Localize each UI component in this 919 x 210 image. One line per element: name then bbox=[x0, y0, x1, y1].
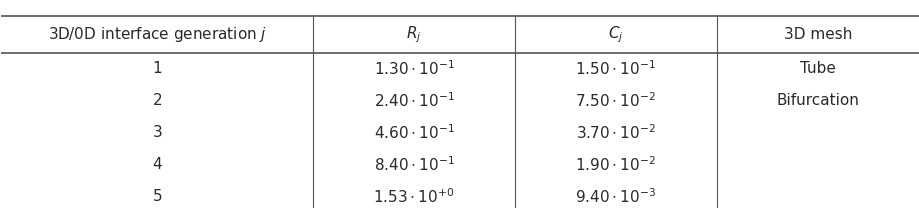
Text: $3.70 \cdot 10^{-2}$: $3.70 \cdot 10^{-2}$ bbox=[575, 124, 655, 142]
Text: $1.90 \cdot 10^{-2}$: $1.90 \cdot 10^{-2}$ bbox=[575, 156, 655, 174]
Text: $1.50 \cdot 10^{-1}$: $1.50 \cdot 10^{-1}$ bbox=[574, 60, 655, 78]
Text: 3D mesh: 3D mesh bbox=[783, 27, 851, 42]
Text: $8.40 \cdot 10^{-1}$: $8.40 \cdot 10^{-1}$ bbox=[373, 156, 454, 174]
Text: 2: 2 bbox=[153, 93, 162, 108]
Text: $7.50 \cdot 10^{-2}$: $7.50 \cdot 10^{-2}$ bbox=[575, 92, 655, 110]
Text: 1: 1 bbox=[153, 62, 162, 76]
Text: 3: 3 bbox=[153, 125, 162, 140]
Text: $C_j$: $C_j$ bbox=[607, 24, 623, 45]
Text: $9.40 \cdot 10^{-3}$: $9.40 \cdot 10^{-3}$ bbox=[574, 188, 656, 206]
Text: $2.40 \cdot 10^{-1}$: $2.40 \cdot 10^{-1}$ bbox=[373, 92, 454, 110]
Text: Bifurcation: Bifurcation bbox=[776, 93, 858, 108]
Text: $1.53 \cdot 10^{+0}$: $1.53 \cdot 10^{+0}$ bbox=[373, 188, 454, 206]
Text: Tube: Tube bbox=[799, 62, 834, 76]
Text: 4: 4 bbox=[153, 158, 162, 172]
Text: $1.30 \cdot 10^{-1}$: $1.30 \cdot 10^{-1}$ bbox=[373, 60, 454, 78]
Text: $4.60 \cdot 10^{-1}$: $4.60 \cdot 10^{-1}$ bbox=[373, 124, 454, 142]
Text: 5: 5 bbox=[153, 189, 162, 204]
Text: $R_j$: $R_j$ bbox=[406, 24, 422, 45]
Text: 3D/0D interface generation $j$: 3D/0D interface generation $j$ bbox=[48, 25, 267, 44]
